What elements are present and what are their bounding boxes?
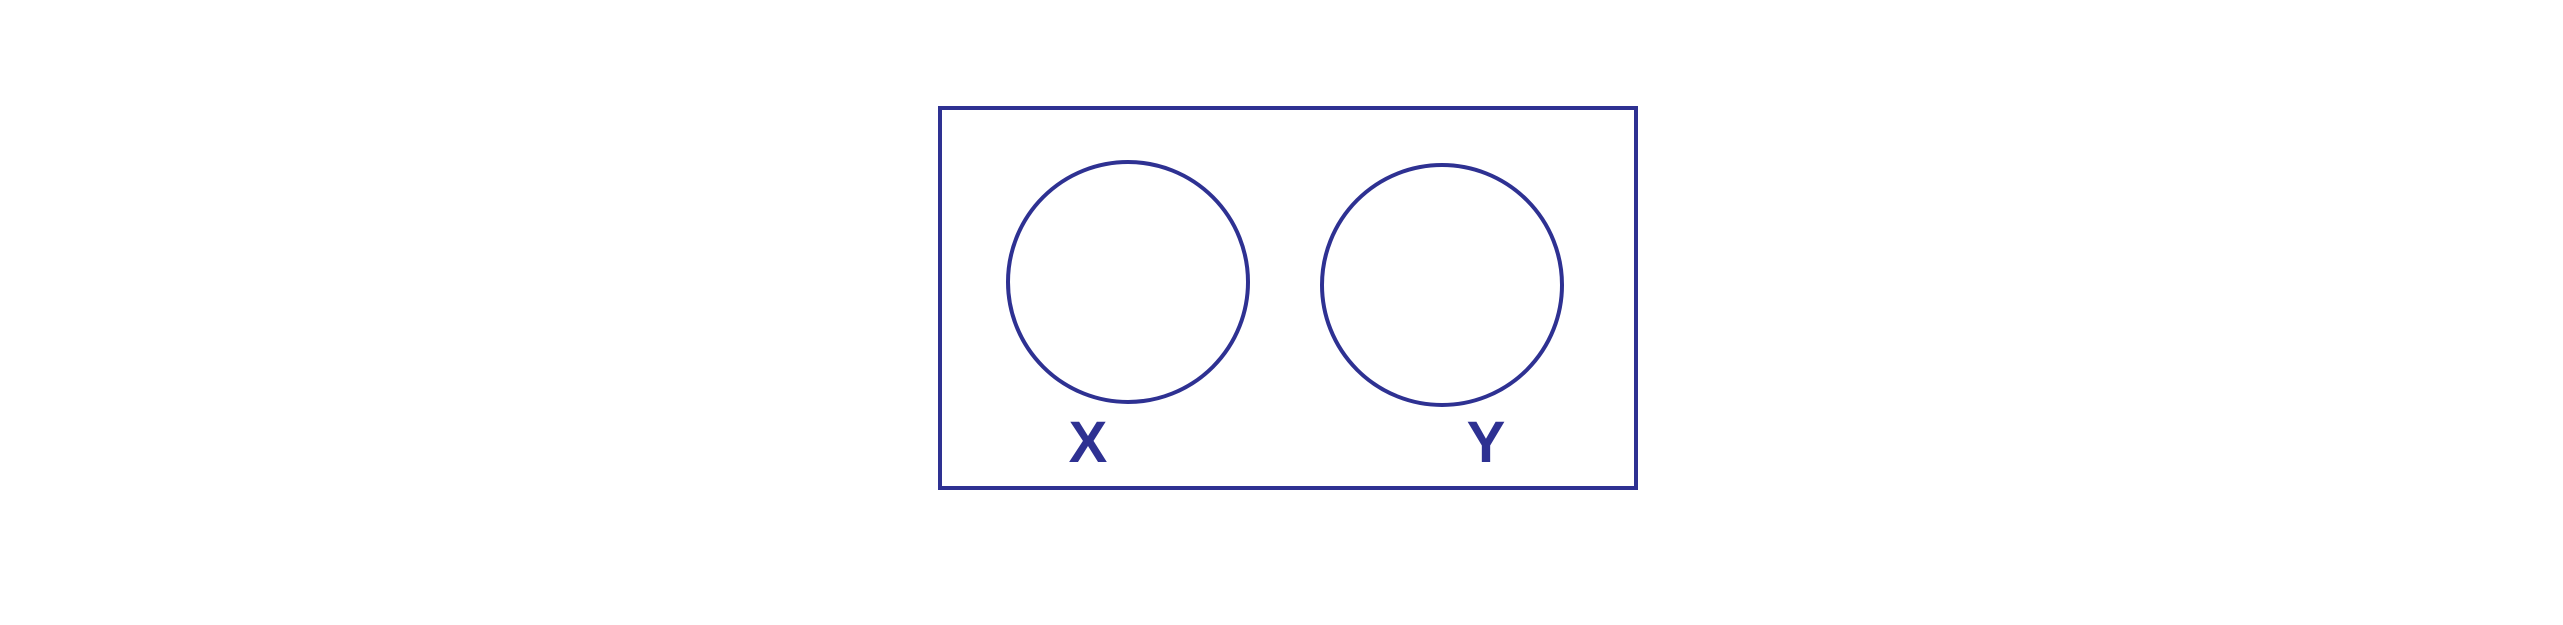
set-y-label: Y	[1467, 410, 1506, 475]
set-y-circle	[1320, 163, 1564, 407]
set-x-circle	[1006, 160, 1250, 404]
universal-set-rectangle	[938, 106, 1638, 490]
set-x-label: X	[1069, 410, 1108, 475]
